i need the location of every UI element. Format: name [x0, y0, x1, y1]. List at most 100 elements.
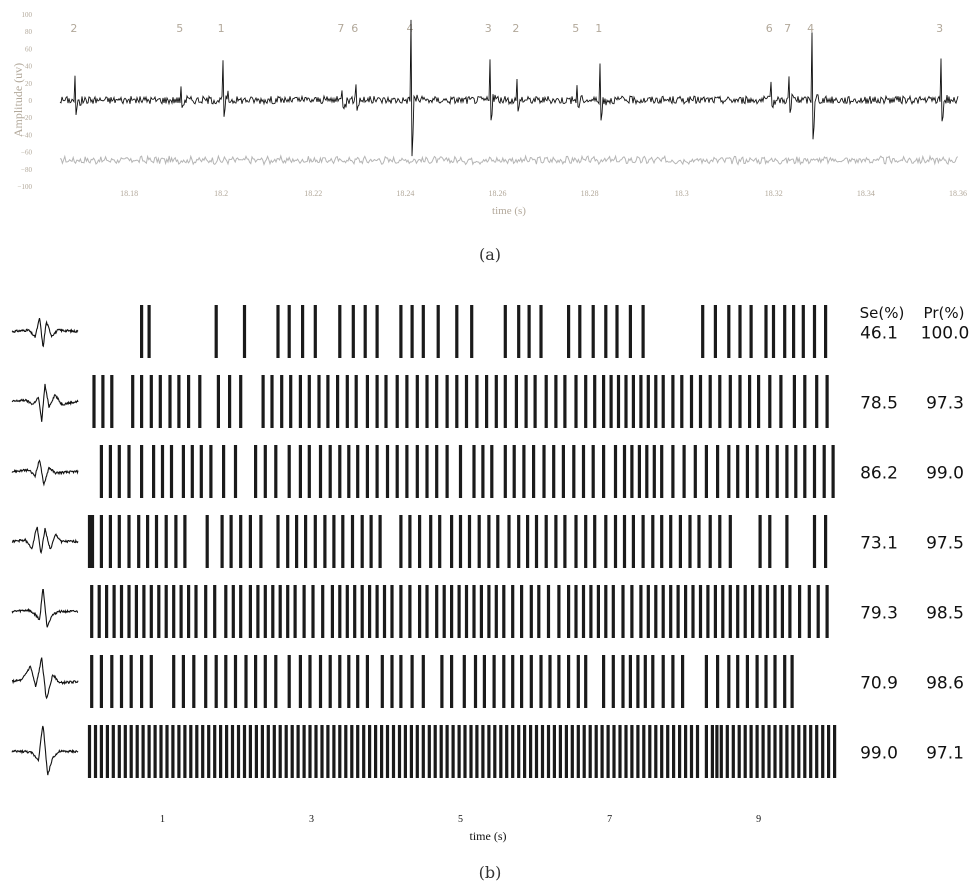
spike-bar [809, 725, 813, 778]
spike-bar [708, 375, 712, 428]
spike-bar [761, 725, 765, 778]
spike-bar [797, 725, 801, 778]
spike-bar [149, 585, 153, 638]
spike-bar [244, 655, 248, 708]
spike-bar [689, 725, 694, 778]
spike-bar [233, 445, 238, 498]
spike-bar [684, 585, 688, 638]
spike-bar [260, 725, 264, 778]
spike-bar [464, 585, 469, 638]
spike-bar [660, 445, 664, 498]
spike-bar [123, 725, 127, 778]
spike-bar [758, 515, 762, 568]
spike-bar [225, 725, 229, 778]
spike-bar [584, 375, 588, 428]
spike-bar [475, 725, 479, 778]
spike-bar [825, 585, 829, 638]
spike-bar [318, 655, 323, 708]
spike-bar [280, 375, 284, 428]
spike-bar [546, 725, 551, 778]
spike-bar [481, 445, 485, 498]
spike-bar [179, 585, 183, 638]
spike-bar [332, 725, 336, 778]
spike-bar [391, 725, 396, 778]
reference-trace [59, 154, 958, 166]
spike-bar [421, 305, 425, 358]
spike-bar [183, 725, 187, 778]
spike-bar [833, 725, 837, 778]
spike-bar [405, 375, 409, 428]
spike-bar [812, 305, 817, 358]
spike-bar [630, 585, 634, 638]
spike-bar [564, 725, 568, 778]
spike-bar [256, 585, 260, 638]
spike-bar [298, 445, 302, 498]
spike-bar [721, 585, 725, 638]
spike-bar [487, 585, 491, 638]
spike-bar [110, 375, 114, 428]
spike-bar [403, 725, 407, 778]
spike-bar [439, 725, 443, 778]
spike-bar [765, 445, 770, 498]
waveform-thumbnail [11, 589, 79, 628]
spike-bar [350, 515, 355, 568]
spike-bar [641, 305, 645, 358]
column-header-se: Se(%) [860, 304, 905, 322]
spike-bar [576, 725, 580, 778]
spike-bar [328, 655, 332, 708]
spike-bar [90, 585, 94, 638]
spike-bar [502, 585, 506, 638]
panel-a-label: (a) [479, 245, 501, 264]
spike-bar [548, 655, 552, 708]
spike-bar [375, 375, 379, 428]
spike-bar [494, 585, 498, 638]
spike-bar [368, 585, 372, 638]
spike-bar [514, 375, 518, 428]
spike-bar [680, 375, 684, 428]
spike-bar [129, 725, 133, 778]
spike-bar [140, 305, 144, 358]
spike-bar [117, 445, 121, 498]
spike-bar [639, 585, 643, 638]
spike-label: 5 [176, 22, 183, 35]
spike-bar [421, 725, 425, 778]
spike-bar [99, 725, 103, 778]
unit-row: 78.5 97.3 [11, 375, 964, 428]
spike-bar [725, 725, 729, 778]
y-tick-label: 100 [22, 11, 33, 19]
spike-bar [199, 445, 203, 498]
spike-bar [794, 445, 798, 498]
panel-b-raster-plot: Se(%) Pr(%) 46.1 100.0 78.5 97.3 86.2 99.0 73.1 9… [11, 304, 969, 843]
spike-bar [127, 445, 131, 498]
spike-bar [157, 585, 161, 638]
spike-bar [427, 725, 431, 778]
spike-bar [631, 515, 635, 568]
spike-bar [790, 655, 794, 708]
spike-bar [110, 655, 114, 708]
spike-bar [353, 585, 357, 638]
spike-bar [672, 725, 676, 778]
spike-bar [713, 305, 717, 358]
spike-bar [205, 515, 209, 568]
spike-bar [738, 305, 742, 358]
spike-bar [706, 585, 710, 638]
spike-bar [661, 375, 665, 428]
spike-bar [425, 585, 429, 638]
spike-bar [751, 585, 755, 638]
spike-bar [131, 375, 135, 428]
spike-bar [578, 305, 582, 358]
column-header-pr: Pr(%) [924, 304, 965, 322]
spike-bar [445, 375, 449, 428]
spike-bar [338, 305, 342, 358]
spike-bar [716, 445, 720, 498]
spike-bar [485, 375, 489, 428]
spike-bar [457, 585, 461, 638]
spike-label: 2 [512, 22, 519, 35]
spike-bar [326, 725, 330, 778]
waveform-thumbnail [11, 459, 79, 487]
spike-bar [803, 375, 807, 428]
spike-bar [165, 725, 169, 778]
spike-bar [803, 725, 807, 778]
spike-bar [242, 305, 247, 358]
